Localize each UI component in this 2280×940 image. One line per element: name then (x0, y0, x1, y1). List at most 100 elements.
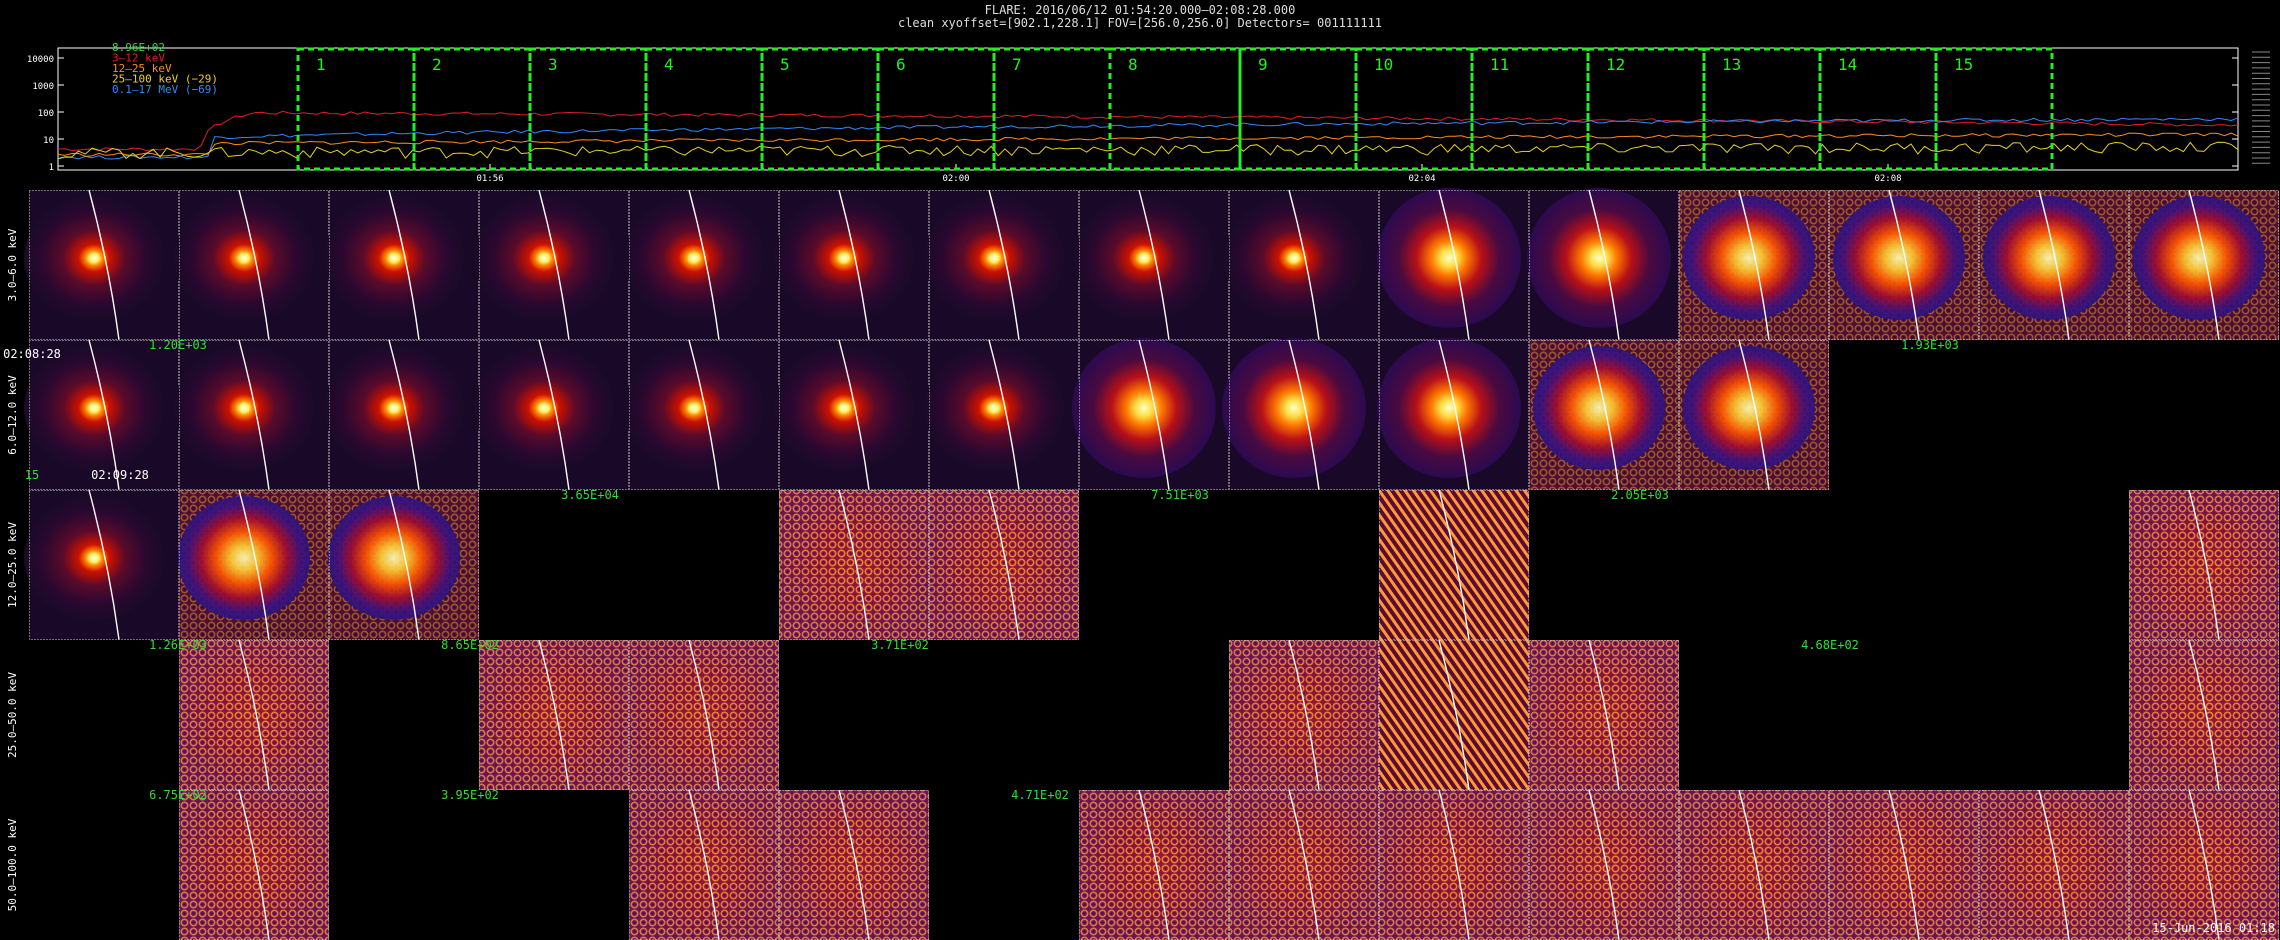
solar-limb (2188, 789, 2220, 940)
lightcurve-y-tick: 1000 (32, 82, 54, 92)
solar-limb (1588, 189, 1620, 341)
grid-annotation: 1.93E+03 (1901, 338, 1959, 352)
energy-band-label: 25.0–50.0 keV (6, 672, 19, 758)
lightcurve-series (57, 132, 2239, 157)
lightcurve-legend-entry: 0.1–17 MeV (−69) (112, 83, 218, 96)
solar-limb (238, 639, 270, 791)
solar-limb (688, 339, 720, 491)
image-cell (1529, 789, 1679, 940)
cell-frame (1679, 190, 1829, 340)
grid-annotation: 4.71E+02 (1011, 788, 1069, 802)
solar-limb (388, 189, 420, 341)
image-cell (178, 489, 329, 641)
solar-limb (838, 339, 870, 491)
image-cell (1829, 189, 1979, 341)
cell-frame (1529, 640, 1679, 790)
image-cell (624, 339, 779, 491)
flare-params: clean xyoffset=[902.1,228.1] FOV=[256.0,… (897, 16, 1383, 30)
image-cell (629, 639, 779, 791)
cell-frame (1829, 190, 1979, 340)
image-cell (328, 489, 479, 641)
image-cell (924, 339, 1079, 491)
solar-limb (2188, 189, 2220, 341)
cell-frame (29, 340, 179, 490)
cell-frame (479, 340, 629, 490)
image-cell (474, 339, 629, 491)
cell-frame (2129, 490, 2279, 640)
solar-limb (1888, 189, 1920, 341)
solar-limb (1288, 789, 1320, 940)
image-cell (1079, 789, 1229, 940)
image-cell (924, 189, 1079, 341)
cell-frame (1379, 490, 1529, 640)
lightcurve-legend-entry: 12–25 keV (112, 62, 172, 75)
grid-annotation: 6.75E+02 (149, 788, 207, 802)
solar-limb (1288, 639, 1320, 791)
solar-limb (1738, 789, 1770, 940)
image-cell (1979, 789, 2129, 940)
grid-annotation: 3.71E+02 (871, 638, 929, 652)
cell-frame (179, 190, 329, 340)
time-interval-label: 9 (1258, 55, 1268, 74)
cell-frame (2129, 640, 2279, 790)
cell-frame (1229, 640, 1379, 790)
cell-frame (479, 190, 629, 340)
image-cell (324, 339, 479, 491)
time-interval-label: 6 (896, 55, 906, 74)
cell-frame (629, 190, 779, 340)
solar-limb (688, 639, 720, 791)
solar-limb (388, 489, 420, 641)
solar-limb (1138, 789, 1170, 940)
cell-frame (29, 490, 179, 640)
solar-limb (1588, 339, 1620, 491)
image-cell (1679, 339, 1829, 491)
cell-frame (1229, 340, 1379, 490)
grid-annotation: 4.68E+02 (1801, 638, 1859, 652)
lightcurve-legend-entry: 8.96E+02 (112, 41, 165, 54)
time-interval-box (1934, 47, 2054, 171)
energy-band-label: 12.0–25.0 keV (6, 522, 19, 608)
cell-frame (929, 190, 1079, 340)
lightcurve-series (57, 110, 2239, 152)
solar-limb (1438, 789, 1470, 940)
cell-frame (779, 340, 929, 490)
grid-annotation: 2.05E+03 (1611, 488, 1669, 502)
cell-frame (929, 490, 1079, 640)
solar-limb (2038, 189, 2070, 341)
footer-timestamp: 15-Jun-2016 01:18 (2152, 921, 2275, 935)
image-cell (1679, 189, 1829, 341)
solar-limb (838, 489, 870, 641)
cell-frame (179, 340, 329, 490)
image-cell (1377, 338, 1529, 491)
energy-band-label: 6.0–12.0 keV (6, 375, 19, 455)
image-cell (2129, 189, 2279, 341)
solar-limb (538, 339, 570, 491)
time-interval-label: 14 (1838, 55, 1857, 74)
lightcurve-y-tick: 10000 (27, 55, 54, 65)
image-cell (174, 189, 329, 341)
image-cell (1679, 789, 1829, 940)
solar-limb (1438, 189, 1470, 341)
solar-limb (1438, 639, 1470, 791)
solar-limb (688, 189, 720, 341)
solar-limb (1738, 189, 1770, 341)
image-cell (1377, 188, 1529, 341)
image-cell (1529, 639, 1679, 791)
image-cell (1379, 789, 1529, 940)
solar-limb (1888, 789, 1920, 940)
solar-limb (1588, 639, 1620, 791)
solar-limb (388, 339, 420, 491)
image-cell (1829, 789, 1979, 940)
image-cell (179, 639, 329, 791)
image-cell (1379, 489, 1529, 641)
solar-limb (1288, 339, 1320, 491)
solar-limb (1438, 339, 1470, 491)
solar-limb (1138, 189, 1170, 341)
image-cell (24, 339, 179, 491)
lightcurve-series (57, 141, 2239, 160)
lightcurve-panel: 10000 1000 100 10 1 01:56 02:00 02:04 02:08 8.96E… (27, 41, 2270, 184)
time-interval-label: 3 (548, 55, 558, 74)
cell-frame (29, 190, 179, 340)
cell-frame (779, 190, 929, 340)
solar-limb (838, 189, 870, 341)
